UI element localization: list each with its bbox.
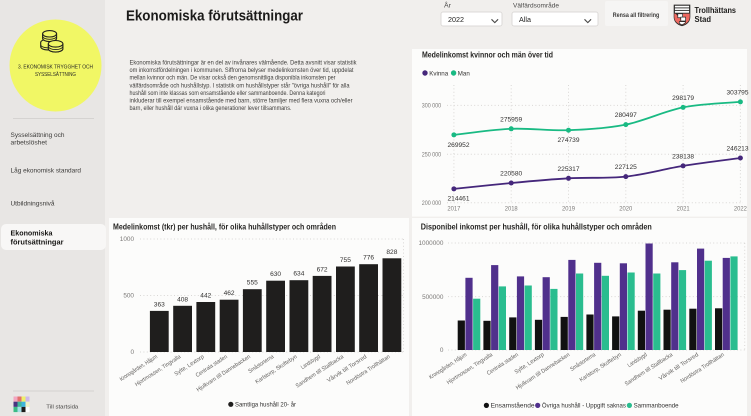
svg-text:238138: 238138	[672, 153, 694, 160]
svg-text:om inkomstfördelningen i kommu: om inkomstfördelningen i kommunen. Siffr…	[130, 67, 354, 74]
svg-text:225317: 225317	[558, 166, 580, 173]
svg-text:500: 500	[123, 293, 134, 300]
svg-text:Övriga hushåll - Uppgift sakna: Övriga hushåll - Uppgift saknas	[542, 402, 627, 410]
svg-text:300 000: 300 000	[422, 103, 442, 110]
svg-text:250 000: 250 000	[422, 152, 442, 159]
svg-text:2022: 2022	[734, 206, 747, 213]
svg-text:220580: 220580	[500, 171, 522, 178]
svg-text:776: 776	[363, 255, 374, 262]
svg-text:Ekonomiska: Ekonomiska	[11, 231, 53, 238]
svg-text:Disponibel inkomst per hushåll: Disponibel inkomst per hushåll, för olik…	[421, 222, 652, 232]
svg-text:Låg ekonomisk standard: Låg ekonomisk standard	[11, 168, 82, 175]
svg-text:välfärdsområde och hushållstyp: välfärdsområde och hushållstyp. I statis…	[130, 82, 351, 89]
svg-text:269952: 269952	[448, 142, 470, 149]
svg-text:Ekonomiska förutsättningar: Ekonomiska förutsättningar	[126, 8, 303, 25]
svg-text:0: 0	[130, 349, 134, 356]
svg-text:2018: 2018	[505, 206, 518, 213]
svg-text:Alla: Alla	[519, 17, 531, 24]
svg-text:555: 555	[247, 280, 258, 287]
svg-text:298179: 298179	[672, 95, 694, 102]
svg-text:200 000: 200 000	[422, 200, 442, 207]
svg-text:0: 0	[440, 347, 444, 354]
svg-text:arbetslöshet: arbetslöshet	[11, 141, 48, 147]
svg-text:274739: 274739	[558, 137, 580, 144]
svg-text:Ensamstående: Ensamstående	[491, 402, 535, 410]
svg-text:2020: 2020	[619, 206, 632, 213]
svg-text:Trollhättans: Trollhättans	[695, 5, 737, 15]
svg-text:hushåll som inte klassas som e: hushåll som inte klassas som ensamståend…	[130, 90, 326, 97]
svg-text:Stad: Stad	[695, 14, 712, 24]
svg-text:2022: 2022	[448, 17, 464, 24]
svg-text:SYSSELSÄTTNING: SYSSELSÄTTNING	[35, 71, 76, 78]
svg-text:2017: 2017	[447, 206, 460, 213]
svg-text:Samtliga hushåll 20- år: Samtliga hushåll 20- år	[235, 401, 297, 409]
svg-text:630: 630	[270, 271, 281, 278]
svg-text:inkluderar till exempel ensams: inkluderar till exempel ensamstående med…	[130, 97, 353, 104]
svg-text:462: 462	[224, 290, 235, 297]
svg-text:Kvinna: Kvinna	[429, 70, 448, 77]
svg-text:Till startsida: Till startsida	[46, 405, 79, 411]
svg-text:barn, eller hushåll där vuxna: barn, eller hushåll där vuxna i olika ge…	[130, 105, 292, 112]
svg-text:Sammanboende: Sammanboende	[634, 403, 679, 410]
svg-text:275959: 275959	[500, 116, 522, 123]
svg-text:mellan kvinnor och män. De vis: mellan kvinnor och män. De visar också d…	[130, 75, 336, 82]
svg-text:Medelinkomst (tkr) per hushåll: Medelinkomst (tkr) per hushåll, för olik…	[113, 222, 336, 232]
svg-text:Välfärdsområde: Välfärdsområde	[513, 3, 560, 10]
svg-text:303795: 303795	[727, 89, 749, 96]
svg-text:3. EKONOMISK TRYGGHET OCH: 3. EKONOMISK TRYGGHET OCH	[18, 64, 93, 70]
svg-text:363: 363	[154, 301, 165, 308]
svg-text:År: År	[444, 3, 451, 10]
svg-text:280497: 280497	[615, 112, 637, 119]
svg-text:Rensa all filtrering: Rensa all filtrering	[613, 12, 660, 19]
svg-text:1000: 1000	[120, 236, 135, 243]
svg-text:442: 442	[200, 293, 211, 300]
svg-text:Man: Man	[458, 70, 470, 77]
svg-text:408: 408	[177, 296, 188, 303]
svg-text:500000: 500000	[422, 294, 444, 301]
svg-text:634: 634	[293, 271, 304, 278]
svg-text:Medelinkomst kvinnor och män ö: Medelinkomst kvinnor och män över tid	[422, 50, 553, 60]
svg-text:246213: 246213	[727, 146, 749, 153]
svg-text:755: 755	[340, 257, 351, 264]
svg-text:Sysselsättning och: Sysselsättning och	[11, 133, 65, 139]
svg-text:förutsättningar: förutsättningar	[11, 240, 64, 247]
svg-text:672: 672	[317, 266, 328, 273]
svg-text:Utbildningsnivå: Utbildningsnivå	[11, 201, 56, 208]
svg-text:2021: 2021	[677, 206, 690, 213]
svg-text:Ekonomiska förutsättningar är: Ekonomiska förutsättningar är en del av …	[130, 60, 358, 67]
svg-text:828: 828	[386, 249, 397, 256]
svg-text:214461: 214461	[448, 195, 470, 202]
svg-text:227125: 227125	[615, 164, 637, 171]
svg-text:1000000: 1000000	[419, 240, 444, 247]
svg-text:2019: 2019	[562, 206, 575, 213]
